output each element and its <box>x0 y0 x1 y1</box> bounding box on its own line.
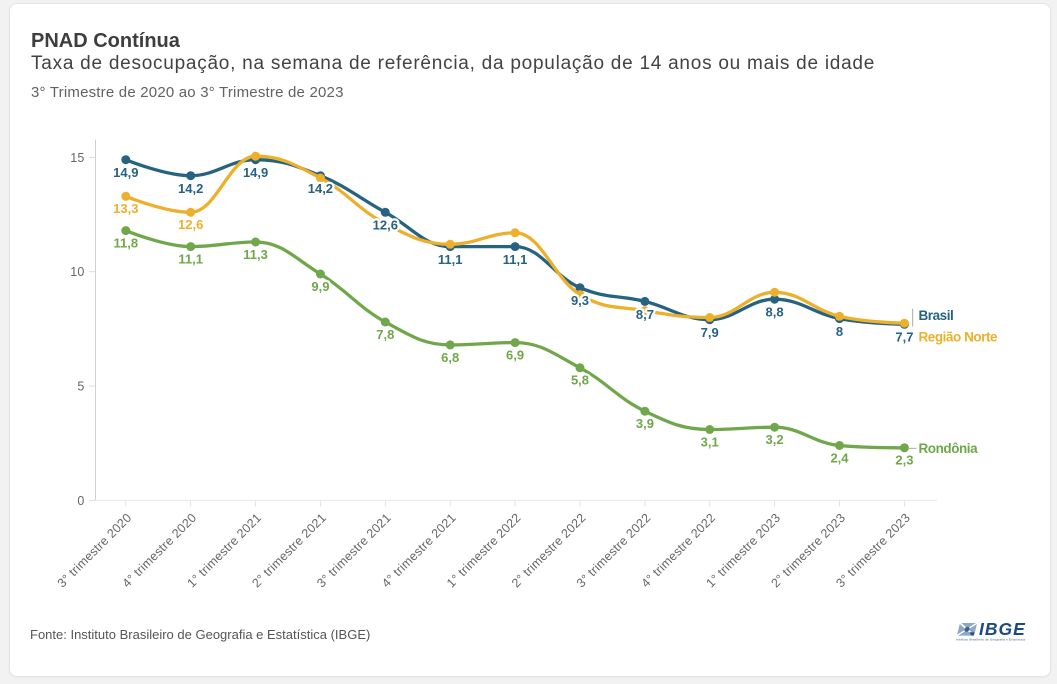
svg-text:9,9: 9,9 <box>311 279 329 294</box>
svg-text:11,1: 11,1 <box>178 252 203 267</box>
svg-text:8: 8 <box>836 324 843 339</box>
svg-text:11,1: 11,1 <box>503 252 528 267</box>
svg-text:15: 15 <box>70 151 84 165</box>
svg-text:3,2: 3,2 <box>766 432 784 447</box>
svg-text:0: 0 <box>77 494 84 508</box>
svg-text:2,3: 2,3 <box>895 453 913 468</box>
svg-text:14,9: 14,9 <box>243 165 268 180</box>
svg-text:10: 10 <box>70 265 84 279</box>
svg-text:Região Norte: Região Norte <box>919 329 999 344</box>
svg-text:14,9: 14,9 <box>113 165 138 180</box>
svg-text:7,7: 7,7 <box>895 330 913 345</box>
svg-text:8,7: 8,7 <box>636 307 654 322</box>
svg-text:11,8: 11,8 <box>114 236 139 251</box>
svg-text:14,2: 14,2 <box>178 181 203 196</box>
svg-text:14,2: 14,2 <box>308 181 333 196</box>
svg-text:3,9: 3,9 <box>636 416 654 431</box>
svg-text:3,1: 3,1 <box>701 434 719 449</box>
svg-text:13,3: 13,3 <box>113 201 138 216</box>
svg-text:12,6: 12,6 <box>178 217 203 232</box>
svg-text:5,8: 5,8 <box>571 373 589 388</box>
svg-text:9,3: 9,3 <box>571 293 589 308</box>
svg-text:8,8: 8,8 <box>766 305 784 320</box>
svg-text:Rondônia: Rondônia <box>919 441 979 456</box>
svg-text:12,6: 12,6 <box>373 218 398 233</box>
svg-text:2,4: 2,4 <box>830 450 849 465</box>
svg-text:IBGE: IBGE <box>979 621 1026 639</box>
svg-text:7,9: 7,9 <box>701 325 719 340</box>
svg-text:6,9: 6,9 <box>506 348 524 363</box>
svg-text:Instituto Brasileiro de Geogra: Instituto Brasileiro de Geografia e Esta… <box>956 638 1025 642</box>
svg-text:Brasil: Brasil <box>919 308 954 323</box>
svg-text:11,3: 11,3 <box>243 247 268 262</box>
svg-text:7,8: 7,8 <box>376 327 394 342</box>
svg-text:6,8: 6,8 <box>441 350 459 365</box>
svg-text:11,1: 11,1 <box>438 252 463 267</box>
svg-text:5: 5 <box>77 380 84 394</box>
